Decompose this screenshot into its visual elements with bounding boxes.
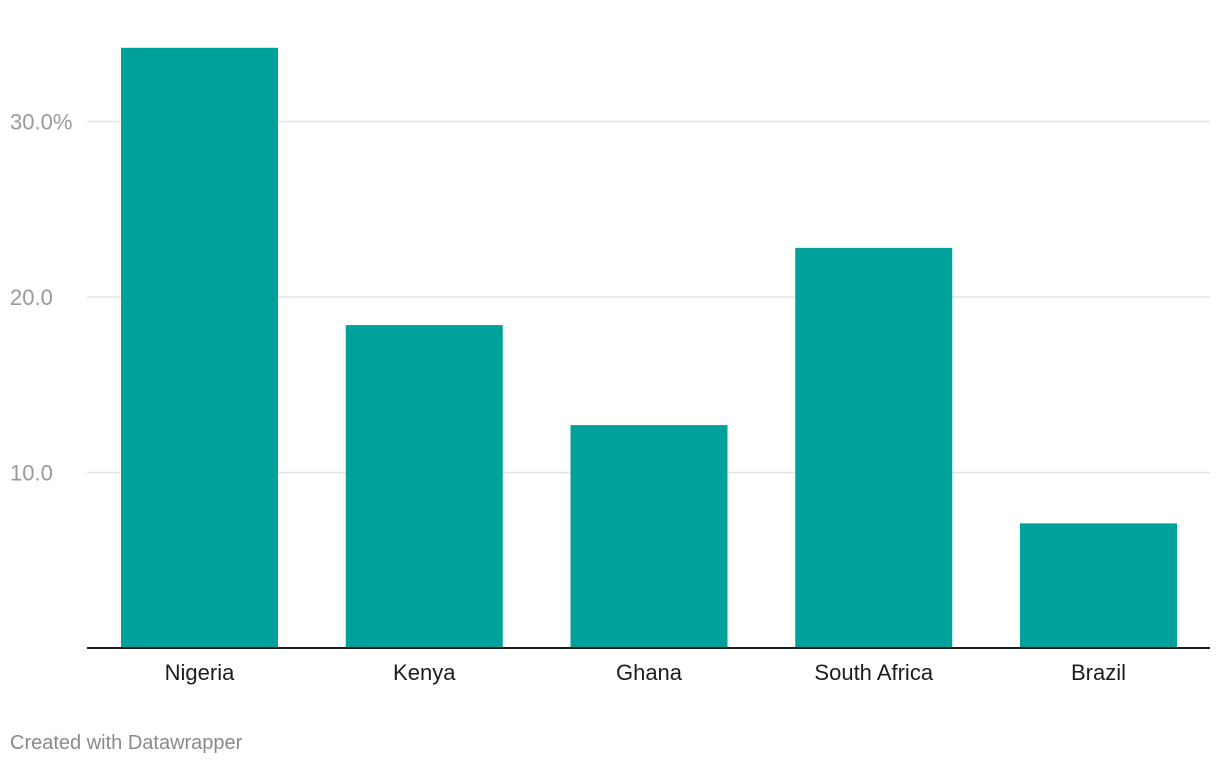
category-label: Ghana	[616, 660, 683, 685]
category-label: Brazil	[1071, 660, 1126, 685]
y-tick-label: 30.0%	[10, 110, 72, 135]
y-tick-label: 20.0	[10, 285, 53, 310]
y-tick-label: 10.0	[10, 461, 53, 486]
category-label: Nigeria	[165, 660, 235, 685]
y-axis-ticks: 10.0 20.0 30.0%	[10, 110, 72, 486]
credit-text: Created with Datawrapper	[10, 732, 243, 754]
bar-ghana	[570, 425, 728, 648]
bars	[121, 47, 1177, 649]
bar-kenya	[345, 325, 503, 648]
bar-brazil	[1020, 523, 1177, 648]
category-label: South Africa	[814, 660, 933, 685]
bar-south-africa	[795, 247, 953, 649]
bar-nigeria	[121, 47, 278, 649]
category-label: Kenya	[393, 660, 456, 685]
x-axis-labels: Nigeria Kenya Ghana South Africa Brazil	[165, 660, 1126, 685]
